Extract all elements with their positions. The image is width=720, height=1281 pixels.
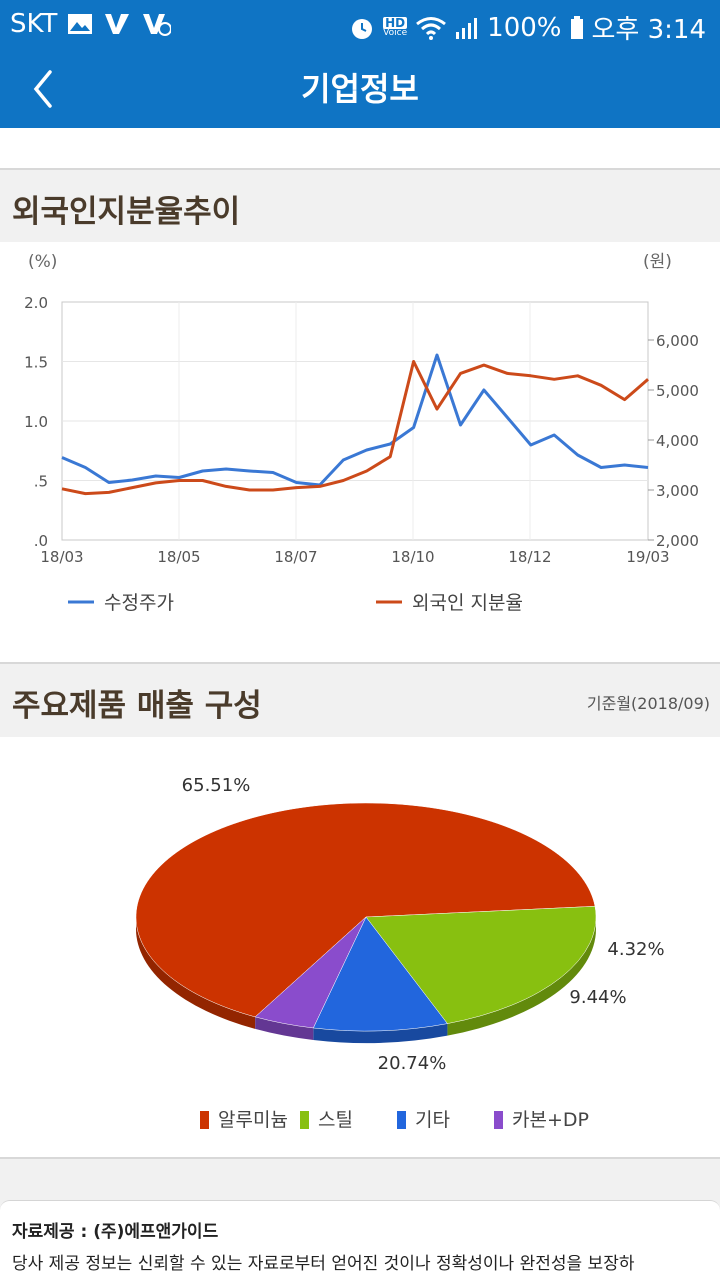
pie-slice-side	[313, 1023, 448, 1043]
right-tick-label: 6,000	[656, 332, 699, 350]
legend-label: 수정주가	[104, 592, 174, 614]
pie-slice-side	[255, 1016, 314, 1040]
divider	[0, 1157, 720, 1159]
divider	[0, 662, 720, 664]
pie-slice	[312, 916, 448, 1032]
left-tick-label: 1.0	[24, 413, 48, 431]
right-tick-label: 2,000	[656, 532, 699, 550]
foreign-ownership-chart: (%) (원) 2.0 1.5 1.0 .5 .0 6,000 5,000 4,000 3,0…	[24, 252, 699, 620]
alarm-icon	[352, 18, 373, 39]
data-source: 자료제공 : (주)에프앤가이드	[12, 1222, 219, 1242]
carrier-label: SKT	[10, 9, 58, 39]
left-tick-label: 1.5	[24, 354, 48, 372]
x-tick-label: 18/07	[274, 548, 317, 566]
hd-voice-icon: HD Voice	[383, 16, 408, 38]
legend-label: 카본+DP	[512, 1109, 589, 1131]
pie-value-label: 4.32%	[607, 939, 664, 960]
right-tick-label: 3,000	[656, 482, 699, 500]
pie-slice	[254, 916, 367, 1029]
left-axis-unit: (%)	[28, 252, 57, 272]
gallery-icon	[68, 14, 93, 34]
battery-icon	[570, 15, 583, 39]
legend-label: 외국인 지분율	[412, 592, 523, 614]
basis-month: 기준월(2018/09)	[586, 694, 710, 713]
data-source-card: 자료제공 : (주)에프앤가이드 당사 제공 정보는 신뢰할 수 있는 자료로부…	[0, 1200, 720, 1281]
pie-slice	[365, 906, 597, 1024]
right-tick-label: 5,000	[656, 382, 699, 400]
foreign-chart-card: (%) (원) 2.0 1.5 1.0 .5 .0 6,000 5,000 4,000 3,0…	[0, 242, 720, 662]
legend-swatch	[397, 1111, 406, 1129]
section-title-products: 주요제품 매출 구성	[12, 688, 262, 724]
pie-value-label: 20.74%	[378, 1053, 447, 1074]
app-v-icon	[143, 14, 172, 36]
legend-swatch	[300, 1111, 309, 1129]
left-tick-label: 2.0	[24, 294, 48, 312]
app-v-icon	[105, 14, 130, 34]
pie-slice-side	[447, 917, 596, 1036]
product-chart-card: 65.51% 20.74% 9.44% 4.32% 알루미늄 스틸 기타 카본+DP	[0, 737, 720, 1157]
legend-swatch	[200, 1111, 209, 1129]
top-strip	[0, 128, 720, 168]
pie-slice-side	[135, 917, 256, 1029]
wifi-icon	[416, 16, 447, 40]
legend-swatch	[494, 1111, 503, 1129]
pie-slice	[135, 802, 596, 1018]
signal-icon	[456, 17, 478, 39]
pie-value-label: 9.44%	[569, 987, 626, 1008]
x-tick-label: 19/03	[626, 548, 669, 566]
left-tick-label: .5	[34, 473, 48, 491]
section-title-foreign: 외국인지분율추이	[12, 194, 241, 230]
right-tick-label: 4,000	[656, 432, 699, 450]
divider	[0, 168, 720, 170]
page-title: 기업정보	[301, 70, 419, 108]
chevron-left-icon[interactable]	[22, 64, 72, 114]
legend-label: 알루미늄	[218, 1109, 288, 1131]
left-tick-label: .0	[34, 532, 48, 550]
battery-percent: 100%	[487, 12, 562, 43]
app-bar: 기업정보	[0, 50, 720, 128]
legend-label: 기타	[415, 1109, 450, 1131]
right-axis-unit: (원)	[643, 252, 672, 272]
series-line	[61, 353, 649, 487]
pie-value-label: 65.51%	[182, 775, 251, 796]
status-bar: SKT HD Voice 100%	[0, 0, 720, 50]
x-tick-label: 18/10	[391, 548, 434, 566]
x-tick-label: 18/05	[157, 548, 200, 566]
series-line	[61, 360, 649, 496]
clock: 오후 3:14	[591, 15, 707, 45]
legend-label: 스틸	[318, 1109, 353, 1131]
product-sales-pie: 65.51% 20.74% 9.44% 4.32% 알루미늄 스틸 기타 카본+DP	[135, 775, 665, 1131]
x-tick-label: 18/03	[40, 548, 83, 566]
x-tick-label: 18/12	[508, 548, 551, 566]
disclaimer: 당사 제공 정보는 신뢰할 수 있는 자료로부터 얻어진 것이나 정확성이나 완…	[12, 1254, 635, 1274]
